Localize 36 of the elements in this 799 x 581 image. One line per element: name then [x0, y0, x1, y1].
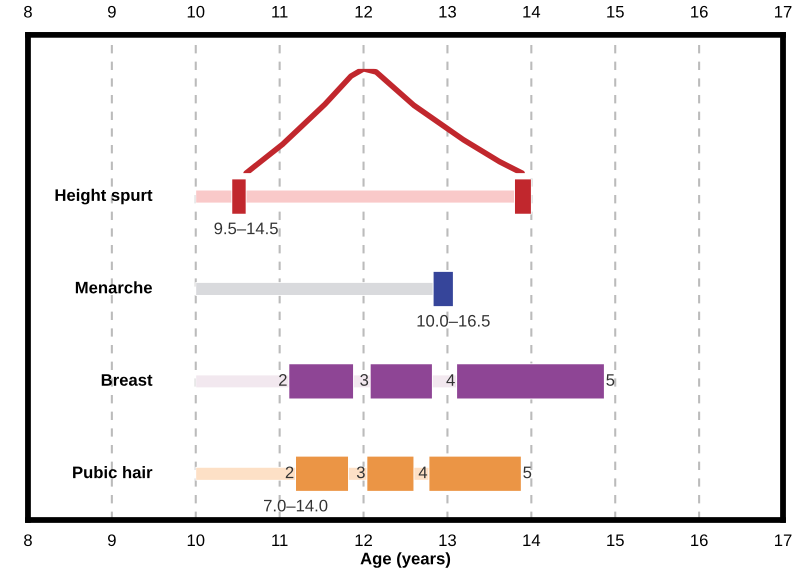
x-axis-title: Age (years): [360, 552, 450, 568]
x2-tick-label: 11: [272, 6, 288, 18]
annotation: 2: [286, 466, 294, 478]
x-tick-label: 15: [607, 534, 624, 546]
x2-tick-label: 14: [523, 6, 540, 18]
annotation: 5: [606, 374, 614, 386]
annotation: 4: [418, 466, 428, 478]
x2-tick-label: 10: [188, 6, 204, 18]
x2-tick-label: 17: [775, 6, 792, 18]
annotation: 9.5–14.5: [214, 222, 278, 234]
x-tick-label: 10: [188, 534, 204, 546]
x-tick-label: 8: [24, 534, 32, 546]
x-tick-label: 17: [775, 534, 792, 546]
y-tick-label: Breast: [102, 374, 152, 386]
annotation: 5: [523, 466, 532, 478]
x-tick-label: 12: [356, 534, 372, 546]
annotation: 10.0–16.5: [418, 314, 490, 327]
x2-tick-label: 15: [607, 6, 624, 18]
x2-tick-label: 16: [691, 6, 708, 18]
annotation: 7.0–14.0: [264, 500, 328, 512]
x-tick-label: 13: [439, 534, 456, 546]
annotation: 3: [360, 374, 368, 386]
y-tick-label: Pubic hair: [73, 466, 152, 478]
x2-tick-label: 8: [24, 6, 32, 18]
x-tick-label: 9: [108, 534, 116, 546]
annotation: 3: [356, 466, 365, 478]
x2-tick-label: 13: [439, 6, 456, 18]
annotation: 4: [446, 374, 455, 386]
y-tick-label: Height spurt: [56, 188, 152, 204]
x-tick-label: 14: [523, 534, 540, 546]
x2-tick-label: 12: [356, 6, 372, 18]
x2-tick-label: 9: [108, 6, 116, 18]
y-tick-label: Menarche: [76, 281, 152, 294]
annotation: 2: [279, 374, 287, 386]
x-tick-label: 16: [691, 534, 708, 546]
x-tick-label: 11: [272, 534, 288, 546]
